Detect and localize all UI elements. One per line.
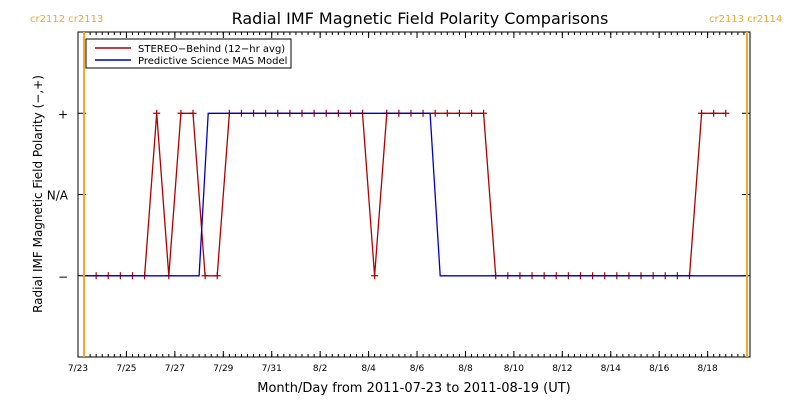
- series-layer: [80, 109, 747, 280]
- stereo-data-point: [443, 109, 451, 117]
- stereo-data-point: [213, 272, 221, 280]
- x-tick-label: 8/4: [361, 364, 376, 374]
- legend: STEREO−Behind (12−hr avg)Predictive Scie…: [85, 38, 292, 69]
- x-tick-label: 7/29: [213, 364, 233, 374]
- chart-title: Radial IMF Magnetic Field Polarity Compa…: [232, 9, 609, 28]
- stereo-data-point: [455, 109, 463, 117]
- y-tick-label: +: [58, 107, 68, 121]
- carrington-markers: cr2112 cr2113 cr2113 cr2114: [30, 14, 782, 357]
- stereo-data-point: [698, 109, 706, 117]
- x-tick-label: 8/8: [458, 364, 473, 374]
- y-tick-label: −: [58, 270, 68, 284]
- axes-frame: 7/23 7/25 7/27 7/29 7/31 8/2 8/4 8/6 8/8 8/10 8/12…: [47, 31, 751, 374]
- x-tick-label: 8/2: [313, 364, 327, 374]
- legend-box: [85, 38, 292, 69]
- cr-boundary-label: cr2112 cr2113: [30, 14, 103, 25]
- stereo-data-point: [153, 109, 161, 117]
- x-tick-label: 8/18: [698, 364, 718, 374]
- x-tick-label: 8/6: [410, 364, 425, 374]
- x-tick-label: 7/31: [262, 364, 282, 374]
- stereo-data-point: [431, 109, 439, 117]
- x-tick-label: 8/16: [649, 364, 669, 374]
- stereo-data-point: [189, 109, 197, 117]
- y-tick-label: N/A: [47, 189, 69, 203]
- x-tick-label: 8/10: [504, 364, 524, 374]
- mas-model-line: [84, 112, 747, 277]
- x-tick-label: 8/12: [552, 364, 572, 374]
- legend-label-model: Predictive Science MAS Model: [138, 56, 287, 67]
- stereo-data-point: [177, 109, 185, 117]
- x-tick-label: 8/14: [601, 364, 621, 374]
- stereo-data-point: [371, 272, 379, 280]
- legend-label-stereo: STEREO−Behind (12−hr avg): [138, 44, 285, 55]
- stereo-data-point: [468, 109, 476, 117]
- stereo-data-point: [722, 109, 730, 117]
- stereo-data-point: [480, 109, 488, 117]
- stereo-behind-line: [84, 112, 726, 277]
- x-tick-label: 7/27: [165, 364, 185, 374]
- stereo-data-point: [201, 272, 209, 280]
- cr-boundary-label: cr2113 cr2114: [709, 14, 782, 25]
- plot-frame: [77, 31, 751, 358]
- x-tick-label: 7/23: [68, 364, 88, 374]
- x-axis-label: Month/Day from 2011-07-23 to 2011-08-19 …: [257, 381, 570, 396]
- y-axis-label: Radial IMF Magnetic Field Polarity (−,+): [31, 75, 45, 313]
- stereo-data-point: [710, 109, 718, 117]
- x-tick-label: 7/25: [116, 364, 136, 374]
